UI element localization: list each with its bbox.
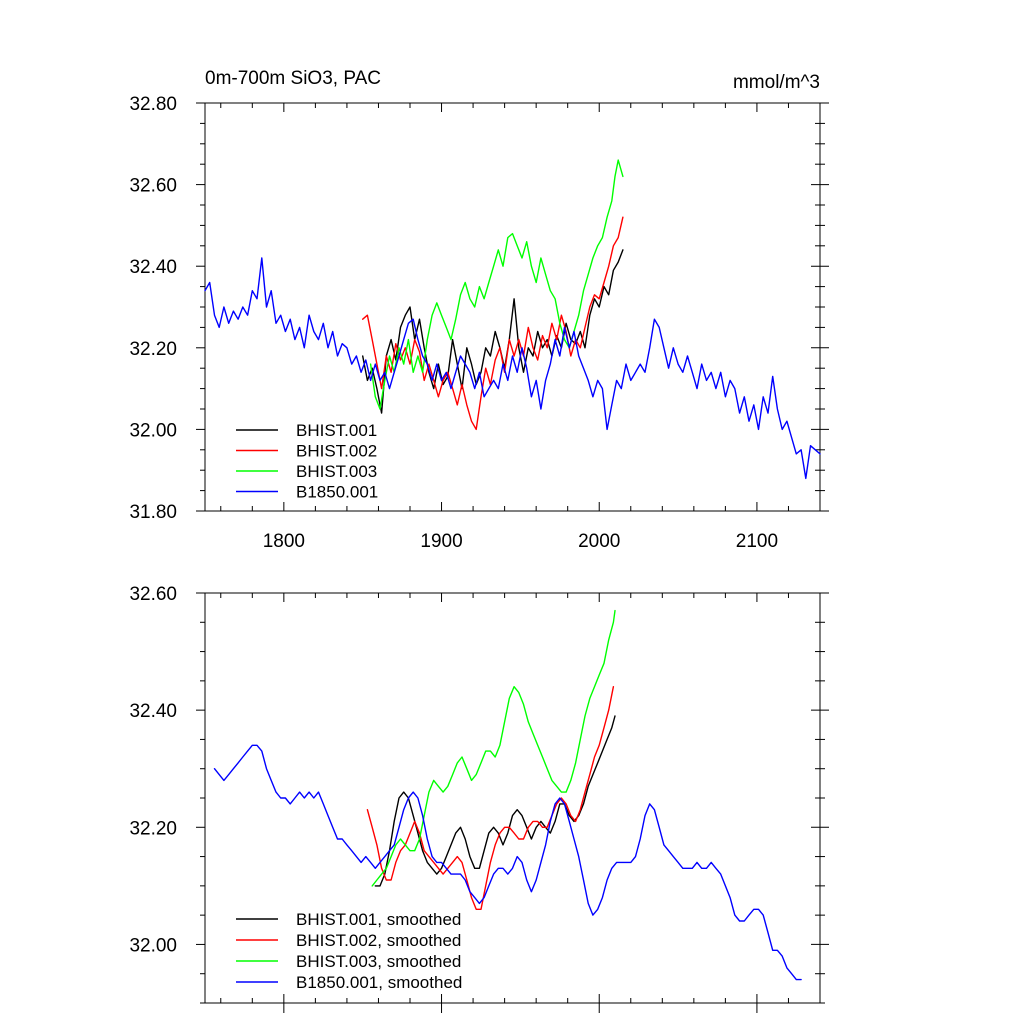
top-panel: 0m-700m SiO3, PAC mmol/m^3 1800 1900 2000 2… [129,68,829,552]
y-tick-label: 32.20 [129,339,177,360]
series-line-bhist-002-smoothed [366,686,615,910]
y-tick-label: 32.60 [129,176,177,197]
y-tick-label: 32.60 [129,584,177,605]
bottom-panel: 32.00 32.20 32.40 32.60 BHIST.001, smoothed… [129,584,829,1013]
legend-label: BHIST.002, smoothed [296,931,461,950]
series-line-bhist-003-smoothed [371,609,616,887]
top-ticks: 1800 1900 2000 2100 31.80 32.00 32.20 32.40 32.6… [129,94,829,552]
y-tick-label: 32.80 [129,94,177,115]
series-line-bhist-003 [369,159,624,410]
series-line-b1850-001-smoothed [213,744,802,981]
top-series-group [204,159,821,480]
top-chart-title: 0m-700m SiO3, PAC [205,68,381,89]
legend-label: BHIST.003, smoothed [296,952,461,971]
legend-label: BHIST.003 [296,462,377,481]
legend-label: B1850.001 [296,483,378,502]
y-tick-label: 31.80 [129,502,177,523]
y-tick-label: 32.20 [129,818,177,839]
bottom-series-group [213,609,802,981]
x-tick-label: 1900 [420,531,462,552]
top-chart-units: mmol/m^3 [733,72,820,93]
y-tick-label: 32.00 [129,935,177,956]
legend-label: B1850.001, smoothed [296,973,462,992]
y-tick-label: 32.40 [129,701,177,722]
x-tick-label: 2100 [736,531,778,552]
x-tick-label: 2000 [578,531,620,552]
bottom-ticks: 32.00 32.20 32.40 32.60 [129,584,829,1013]
series-line-bhist-001 [362,249,624,414]
y-tick-label: 32.40 [129,257,177,278]
bottom-legend: BHIST.001, smoothed BHIST.002, smoothed BH… [236,910,462,992]
legend-label: BHIST.001 [296,421,377,440]
series-line-b1850-001 [204,257,821,480]
legend-label: BHIST.002 [296,442,377,461]
y-tick-label: 32.00 [129,420,177,441]
legend-label: BHIST.001, smoothed [296,910,461,929]
x-tick-label: 1800 [263,531,305,552]
